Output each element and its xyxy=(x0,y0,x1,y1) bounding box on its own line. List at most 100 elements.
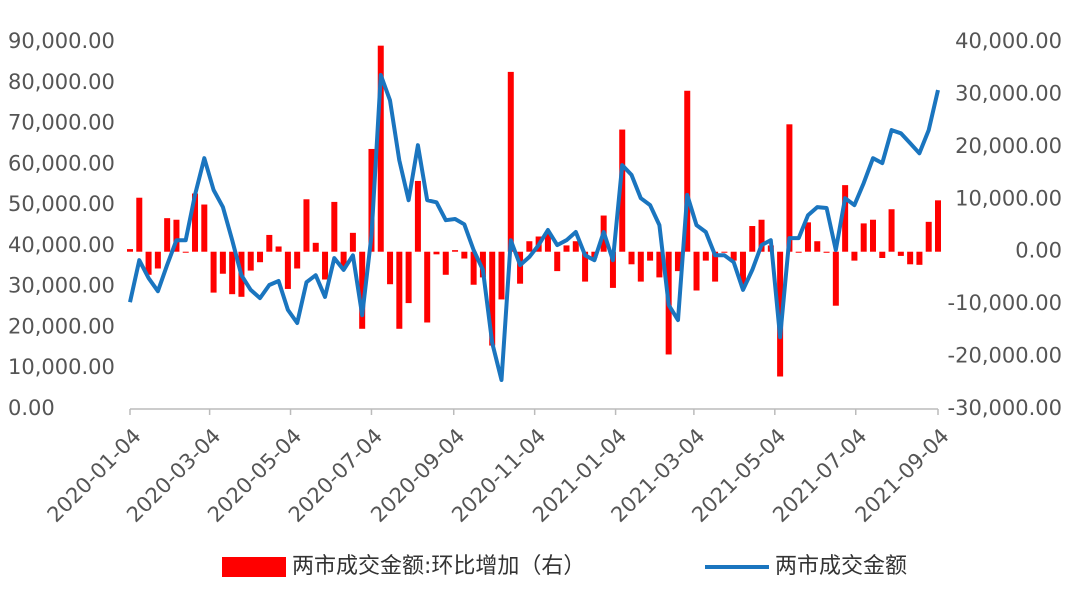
y2-tick-label: -30,000.00 xyxy=(948,396,1062,420)
bar xyxy=(275,246,282,252)
y2-tick-label: 40,000.00 xyxy=(955,29,1062,53)
line xyxy=(128,73,940,382)
bar xyxy=(749,226,756,252)
bar xyxy=(832,251,839,306)
y-tick-label: 20,000.00 xyxy=(8,314,115,338)
bar xyxy=(433,251,440,255)
bar xyxy=(823,251,830,253)
y-tick-label: 80,000.00 xyxy=(8,70,115,94)
bar xyxy=(758,219,765,252)
bar xyxy=(340,251,347,267)
bar xyxy=(201,204,208,252)
bar xyxy=(145,251,152,275)
y2-tick-label: 20,000.00 xyxy=(955,134,1062,158)
bar xyxy=(303,199,310,252)
bar xyxy=(935,200,941,252)
legend-label: 两市成交金额:环比增加（右） xyxy=(292,554,585,579)
bar xyxy=(842,185,849,252)
bar xyxy=(925,221,932,252)
bar xyxy=(387,251,394,285)
bar xyxy=(461,251,468,259)
bar xyxy=(424,251,431,323)
bar xyxy=(647,251,654,261)
bar xyxy=(470,251,477,285)
bar xyxy=(786,124,793,252)
bar xyxy=(154,251,161,269)
bar xyxy=(284,251,291,289)
bar xyxy=(582,251,589,282)
bar xyxy=(331,201,338,252)
bar xyxy=(192,193,199,252)
bar xyxy=(517,251,524,284)
bar xyxy=(693,251,700,291)
bar xyxy=(869,219,876,252)
bar xyxy=(229,251,236,295)
bar xyxy=(396,251,403,329)
y2-tick-label: -10,000.00 xyxy=(948,291,1062,315)
bar xyxy=(452,250,459,252)
bar xyxy=(322,251,329,280)
y2-tick-label: -20,000.00 xyxy=(948,344,1062,368)
bar xyxy=(721,251,728,253)
bar xyxy=(173,219,180,252)
y-tick-label: 60,000.00 xyxy=(8,151,115,175)
bar xyxy=(377,45,384,252)
y-tick-label: 90,000.00 xyxy=(8,29,115,53)
bar xyxy=(554,251,561,272)
legend-label: 两市成交金额 xyxy=(775,554,907,579)
y-tick-label: 0.00 xyxy=(8,396,55,420)
y-tick-label: 40,000.00 xyxy=(8,233,115,257)
bar xyxy=(479,251,486,278)
bar xyxy=(656,251,663,278)
bar xyxy=(619,129,626,252)
bar xyxy=(498,251,505,300)
bar xyxy=(814,241,821,252)
bar xyxy=(349,232,356,252)
bar xyxy=(851,251,858,261)
bar xyxy=(888,209,895,252)
bar xyxy=(637,251,644,282)
y2-tick-label: 30,000.00 xyxy=(955,81,1062,105)
y-tick-label: 70,000.00 xyxy=(8,111,115,135)
bar xyxy=(609,251,616,288)
bar xyxy=(182,251,189,253)
y-tick-label: 50,000.00 xyxy=(8,192,115,216)
y-tick-label: 10,000.00 xyxy=(8,355,115,379)
bar xyxy=(210,251,217,293)
bar xyxy=(544,232,551,252)
bar xyxy=(684,90,691,252)
bar xyxy=(247,251,254,271)
bar xyxy=(879,251,886,259)
bar xyxy=(312,242,319,252)
bar xyxy=(219,251,226,274)
bar xyxy=(489,251,496,346)
bar xyxy=(359,251,366,329)
bar xyxy=(526,241,533,252)
bar xyxy=(628,251,635,265)
bar xyxy=(414,180,421,252)
bar xyxy=(294,251,301,269)
bar xyxy=(136,197,143,252)
bar xyxy=(164,218,171,252)
bar xyxy=(266,234,273,252)
bar xyxy=(712,251,719,282)
bar xyxy=(507,71,514,252)
bar xyxy=(702,251,709,261)
y-tick-label: 30,000.00 xyxy=(8,274,115,298)
bar xyxy=(572,241,579,252)
bar xyxy=(907,251,914,265)
bar xyxy=(897,251,904,256)
bar xyxy=(916,251,923,265)
bar xyxy=(730,251,737,261)
bar xyxy=(368,148,375,252)
y2-tick-label: 10,000.00 xyxy=(955,186,1062,210)
bar xyxy=(405,251,412,304)
bar xyxy=(739,251,746,288)
y2-tick-label: 0.00 xyxy=(1015,239,1062,263)
bar xyxy=(127,249,133,252)
legend-swatch xyxy=(222,557,286,577)
bar xyxy=(674,251,681,272)
bar xyxy=(257,251,264,263)
bar xyxy=(795,251,802,253)
